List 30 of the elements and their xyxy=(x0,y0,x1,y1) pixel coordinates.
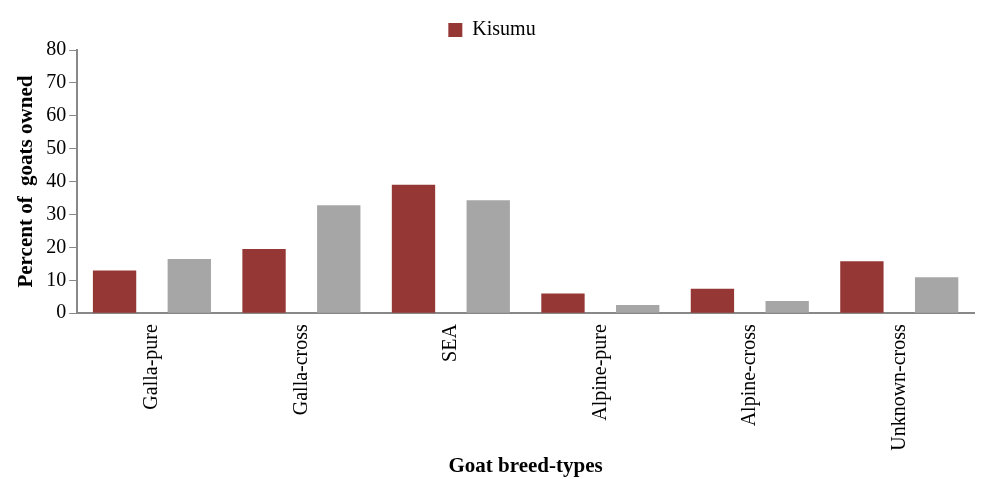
y-tick-label: 80 xyxy=(46,37,67,60)
bar xyxy=(840,261,884,313)
bar xyxy=(690,288,735,313)
y-tick-label: 50 xyxy=(46,135,67,158)
bar xyxy=(317,205,361,313)
bar xyxy=(167,258,211,313)
bar xyxy=(466,200,510,313)
bar xyxy=(92,270,137,313)
y-tick-label: 70 xyxy=(46,70,67,93)
legend-label: Kisumu xyxy=(472,17,536,40)
x-axis-title: Goat breed-types xyxy=(448,452,603,477)
y-axis-title: Percent of goats owned xyxy=(13,75,38,288)
y-tick-label: 20 xyxy=(46,234,67,257)
x-tick-label: Alpine-pure xyxy=(587,324,611,421)
y-tick-label: 40 xyxy=(46,168,67,191)
y-tick-label: 60 xyxy=(46,103,67,126)
bar xyxy=(242,249,286,313)
bar xyxy=(616,304,660,313)
x-tick-label: Galla-cross xyxy=(288,323,311,416)
bar xyxy=(391,184,436,313)
bar xyxy=(914,277,959,313)
y-tick-label: 30 xyxy=(46,201,67,224)
x-tick-label: Unknown-cross xyxy=(886,323,909,451)
y-tick-label: 10 xyxy=(46,267,67,290)
bar xyxy=(765,300,809,313)
x-tick-label: Galla-pure xyxy=(139,324,163,410)
x-tick-label: SEA xyxy=(438,323,461,362)
bar xyxy=(541,293,585,313)
x-tick-label: Alpine-cross xyxy=(737,323,761,427)
y-tick-label: 0 xyxy=(56,300,67,323)
